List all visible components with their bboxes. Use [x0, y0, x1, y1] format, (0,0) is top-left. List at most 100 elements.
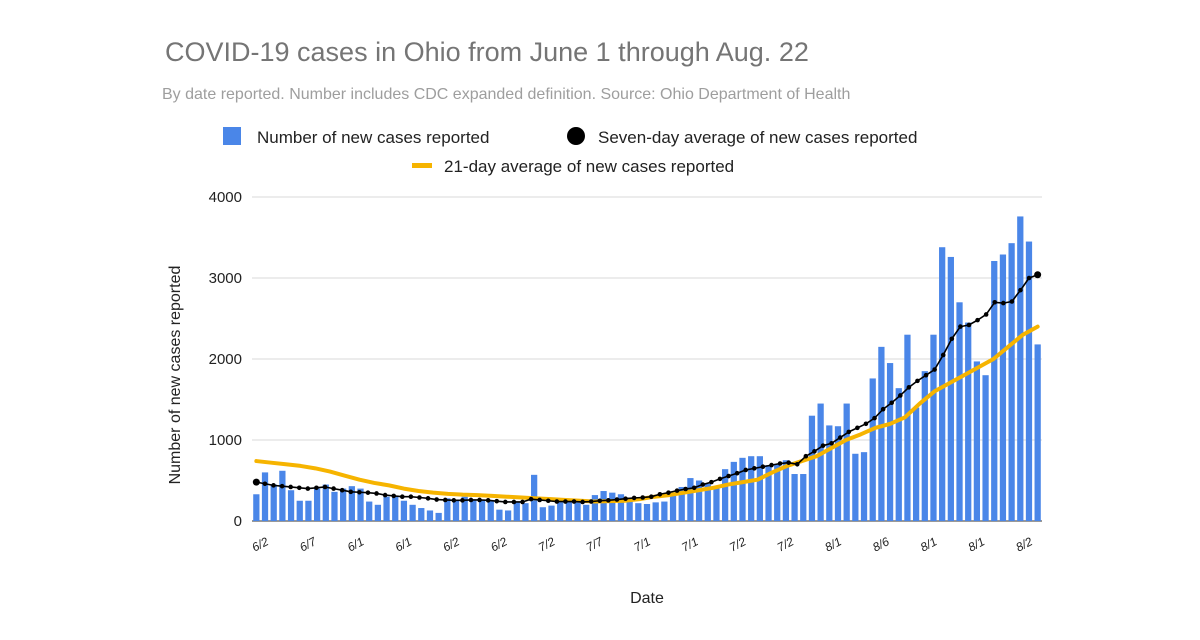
data-point — [992, 300, 998, 305]
bar — [817, 403, 824, 521]
bar — [904, 334, 911, 521]
data-point — [374, 491, 379, 496]
data-point — [949, 336, 955, 342]
data-point — [382, 492, 388, 498]
bar — [878, 346, 885, 521]
x-tick-label: 6/2 — [488, 534, 510, 554]
data-point — [674, 488, 680, 493]
bar — [400, 500, 408, 521]
data-point — [666, 490, 671, 495]
x-tick-label: 7/2 — [536, 534, 558, 554]
bar — [617, 494, 625, 521]
data-point — [734, 470, 740, 476]
data-point — [631, 495, 637, 501]
data-point — [717, 476, 723, 482]
bar — [600, 491, 607, 521]
data-point — [803, 453, 809, 459]
data-point — [288, 484, 293, 490]
bar — [999, 254, 1007, 521]
bar — [270, 484, 277, 521]
data-point — [975, 317, 980, 323]
x-tick-label: 8/2 — [1013, 534, 1035, 554]
bar — [991, 260, 998, 521]
data-point — [252, 478, 260, 486]
bar — [504, 510, 512, 521]
bar — [435, 512, 442, 521]
bar — [687, 478, 694, 521]
data-point — [365, 490, 371, 495]
data-point — [863, 421, 869, 427]
bar — [947, 256, 954, 521]
data-point — [889, 400, 894, 406]
x-axis-title: Date — [630, 590, 664, 607]
data-point — [588, 499, 594, 504]
data-point — [614, 497, 620, 502]
bar — [982, 375, 989, 521]
data-point — [468, 497, 474, 503]
legend-swatch-twenty-one-day — [412, 163, 432, 168]
seven-day-series — [252, 271, 1042, 505]
bar — [973, 361, 981, 521]
bar — [704, 483, 711, 521]
bar — [557, 502, 564, 521]
bar — [869, 378, 876, 521]
y-axis-ticks: 0 1000 2000 3000 4000 — [209, 189, 242, 530]
bar — [522, 503, 529, 521]
data-point — [683, 486, 688, 492]
data-point — [820, 443, 826, 448]
data-point — [1034, 271, 1042, 279]
data-point — [597, 498, 603, 504]
bar — [357, 488, 364, 521]
x-tick-label: 7/1 — [631, 534, 652, 554]
data-point — [880, 406, 886, 412]
twenty-one-day-series — [254, 324, 1040, 504]
data-point — [794, 462, 800, 467]
y-axis-title: Number of new cases reported — [167, 266, 184, 485]
bar — [956, 302, 963, 521]
chart-title: COVID-19 cases in Ohio from June 1 throu… — [165, 37, 809, 67]
data-point — [417, 495, 422, 500]
data-point — [296, 485, 302, 491]
data-point — [1009, 299, 1015, 304]
legend: Number of new cases reported Seven-day a… — [223, 127, 917, 176]
data-point — [434, 497, 439, 502]
bar — [574, 500, 581, 521]
data-point — [314, 485, 319, 491]
data-point — [932, 367, 937, 372]
data-point — [279, 483, 285, 489]
bar — [331, 491, 338, 521]
data-point — [528, 496, 534, 502]
bar — [513, 502, 520, 521]
data-point — [408, 494, 414, 500]
bar — [261, 472, 269, 521]
data-point — [563, 499, 568, 504]
bar — [444, 498, 451, 521]
data-point — [769, 462, 774, 468]
bar — [791, 474, 798, 521]
bar — [591, 495, 599, 521]
bar — [305, 500, 312, 521]
bar — [774, 464, 781, 521]
bar — [548, 505, 555, 521]
x-tick-label: 6/2 — [440, 534, 462, 554]
series-line — [254, 324, 1040, 504]
bar — [313, 488, 321, 521]
data-point — [442, 497, 448, 503]
bar — [1034, 344, 1041, 521]
bar — [930, 334, 937, 521]
data-point — [400, 494, 405, 500]
data-point — [915, 378, 920, 384]
data-point — [623, 496, 628, 502]
bar — [826, 425, 833, 521]
bar — [748, 456, 755, 521]
bar — [392, 495, 399, 521]
data-point — [520, 499, 525, 505]
bar — [322, 484, 329, 521]
data-point — [640, 495, 646, 500]
bar — [965, 322, 972, 521]
data-point — [958, 324, 963, 329]
x-tick-label: 8/1 — [966, 534, 987, 554]
data-point — [348, 489, 354, 495]
bar — [852, 453, 859, 521]
